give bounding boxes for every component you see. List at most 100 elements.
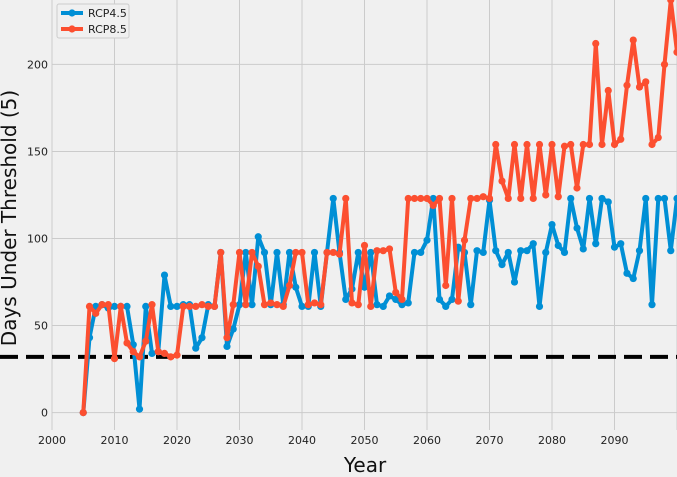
data-point [598,194,606,203]
data-point [610,243,619,251]
data-point [579,140,587,149]
data-point [529,240,537,248]
data-point [548,140,556,149]
data-point [210,302,219,310]
data-point [604,86,612,95]
data-point [235,301,244,309]
data-point [354,301,362,309]
data-point [292,248,300,257]
data-point [110,355,119,363]
data-point [167,302,175,310]
data-point [598,140,606,149]
data-point [479,193,487,201]
x-tick-label: 2040 [288,434,316,447]
legend-label: RCP4.5 [88,7,127,20]
data-point [567,194,575,203]
data-point [623,269,631,277]
data-point [129,348,137,356]
data-point [273,301,281,309]
data-point [573,184,581,192]
data-point [260,248,269,257]
data-point [279,302,287,310]
data-point [554,193,562,201]
data-point [579,245,587,253]
x-tick-label: 2000 [38,434,66,447]
series-layer [79,0,677,417]
data-point [629,36,637,44]
data-point [160,271,169,279]
data-point [223,334,231,342]
data-point [548,220,556,229]
data-point [235,248,244,257]
data-point [285,248,294,257]
data-point [310,248,319,257]
data-point [179,302,187,310]
data-point [654,194,662,203]
data-point [285,281,294,290]
data-point [467,301,475,309]
data-point [317,301,325,309]
data-point [385,245,394,253]
data-point [535,302,544,310]
data-point [417,194,425,203]
data-point [192,344,200,352]
data-point [298,302,306,310]
data-point [648,301,656,309]
data-point [379,247,387,255]
data-point [660,60,669,69]
data-point [104,301,112,309]
data-point [273,248,281,257]
data-point [654,133,662,142]
data-point [373,301,381,309]
data-point [342,295,350,304]
data-point [242,248,250,257]
data-point [217,248,225,257]
data-point [554,241,562,250]
x-tick-label: 2050 [351,434,379,447]
data-point [185,302,194,310]
data-point [323,248,331,257]
data-point [398,301,406,309]
data-point [429,194,437,203]
data-point [385,292,394,300]
data-point [198,334,206,342]
data-point [354,248,362,257]
data-point [567,140,575,149]
data-point [442,302,450,310]
data-point [517,247,525,255]
x-tick-labels: 2000 2010 2020 2030 2040 2050 2060 2070 2080 2090 [38,434,629,447]
data-point [617,240,625,248]
x-tick-label: 2090 [601,434,629,447]
data-point [173,302,181,310]
data-point [342,194,350,203]
data-point [379,302,387,310]
data-point [267,299,275,307]
data-point [254,262,262,270]
data-point [467,194,475,203]
data-point [492,247,500,255]
data-point [423,194,431,203]
data-point [498,261,506,269]
data-point [642,78,650,86]
legend-item: RCP8.5 [61,23,127,36]
data-point [404,299,412,307]
data-point [473,247,481,255]
data-point [135,353,144,361]
data-point [673,48,677,56]
data-point [617,135,625,143]
data-point [373,247,381,255]
x-tick-label: 2070 [476,434,504,447]
data-point [454,297,462,305]
data-point [110,302,119,310]
data-point [460,236,469,244]
data-point [667,0,675,4]
data-point [560,142,569,150]
data-point [154,348,162,356]
data-point [410,248,419,257]
data-point [648,140,656,149]
legend-item: RCP4.5 [61,7,127,20]
y-tick-label: 100 [27,233,48,246]
data-point [85,302,94,310]
x-axis-title: Year [343,453,387,477]
